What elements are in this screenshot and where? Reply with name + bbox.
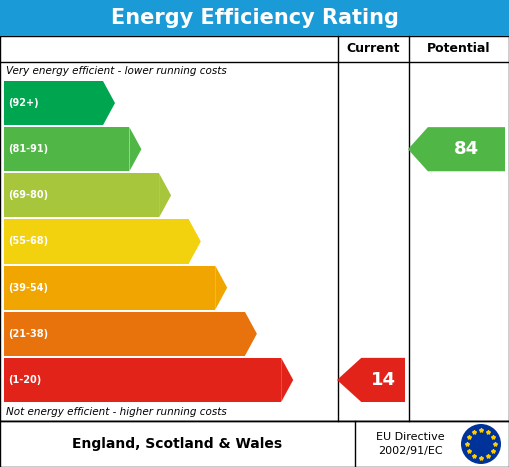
Text: C: C	[172, 186, 184, 205]
Text: D: D	[202, 233, 215, 250]
Text: (21-38): (21-38)	[8, 329, 48, 339]
Polygon shape	[408, 127, 505, 171]
Text: Very energy efficient - lower running costs: Very energy efficient - lower running co…	[6, 66, 227, 76]
Text: (92+): (92+)	[8, 98, 39, 108]
Text: Potential: Potential	[427, 42, 491, 56]
Bar	[4, 311, 245, 356]
Text: 14: 14	[371, 371, 395, 389]
Polygon shape	[129, 127, 142, 171]
Text: G: G	[294, 371, 308, 389]
Bar	[4, 358, 281, 402]
Text: 84: 84	[454, 140, 479, 158]
Text: (55-68): (55-68)	[8, 236, 48, 247]
Text: (69-80): (69-80)	[8, 191, 48, 200]
Text: Energy Efficiency Rating: Energy Efficiency Rating	[110, 8, 399, 28]
Bar	[0, 421, 509, 467]
Text: EU Directive
2002/91/EC: EU Directive 2002/91/EC	[376, 432, 444, 456]
Bar	[0, 0, 509, 36]
Bar	[4, 127, 129, 171]
Polygon shape	[189, 219, 201, 263]
Polygon shape	[103, 81, 115, 125]
Text: F: F	[258, 325, 269, 343]
Bar	[4, 173, 159, 218]
Text: (39-54): (39-54)	[8, 283, 48, 293]
Text: Not energy efficient - higher running costs: Not energy efficient - higher running co…	[6, 407, 227, 417]
Circle shape	[461, 424, 501, 464]
Text: (1-20): (1-20)	[8, 375, 41, 385]
Polygon shape	[159, 173, 171, 218]
Text: (81-91): (81-91)	[8, 144, 48, 154]
Polygon shape	[337, 358, 405, 402]
Polygon shape	[281, 358, 293, 402]
Polygon shape	[215, 266, 227, 310]
Text: Current: Current	[347, 42, 400, 56]
Bar	[4, 219, 189, 263]
Text: England, Scotland & Wales: England, Scotland & Wales	[72, 437, 282, 451]
Bar	[4, 266, 215, 310]
Bar	[4, 81, 103, 125]
Polygon shape	[245, 311, 257, 356]
Text: B: B	[143, 140, 155, 158]
Text: A: A	[116, 94, 129, 112]
Text: E: E	[228, 279, 240, 297]
Bar	[0, 36, 509, 421]
